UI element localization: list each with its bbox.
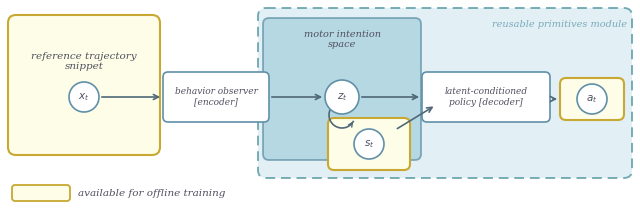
- FancyBboxPatch shape: [163, 72, 269, 122]
- Text: latent-conditioned
policy [decoder]: latent-conditioned policy [decoder]: [444, 87, 527, 107]
- FancyBboxPatch shape: [263, 18, 421, 160]
- FancyBboxPatch shape: [560, 78, 624, 120]
- Text: reference trajectory
snippet: reference trajectory snippet: [31, 52, 137, 71]
- Text: $z_t$: $z_t$: [337, 91, 348, 103]
- FancyBboxPatch shape: [12, 185, 70, 201]
- Circle shape: [69, 82, 99, 112]
- Circle shape: [325, 80, 359, 114]
- FancyBboxPatch shape: [328, 118, 410, 170]
- Text: behavior observer
[encoder]: behavior observer [encoder]: [175, 87, 257, 107]
- Circle shape: [577, 84, 607, 114]
- FancyBboxPatch shape: [422, 72, 550, 122]
- Text: available for offline training: available for offline training: [78, 189, 225, 197]
- Text: $s_t$: $s_t$: [364, 138, 374, 150]
- Circle shape: [354, 129, 384, 159]
- Text: $a_t$: $a_t$: [586, 93, 598, 105]
- FancyBboxPatch shape: [8, 15, 160, 155]
- Text: $x_t$: $x_t$: [78, 91, 90, 103]
- Text: reusable primitives module: reusable primitives module: [493, 20, 627, 29]
- FancyBboxPatch shape: [258, 8, 632, 178]
- Text: motor intention
space: motor intention space: [303, 30, 381, 49]
